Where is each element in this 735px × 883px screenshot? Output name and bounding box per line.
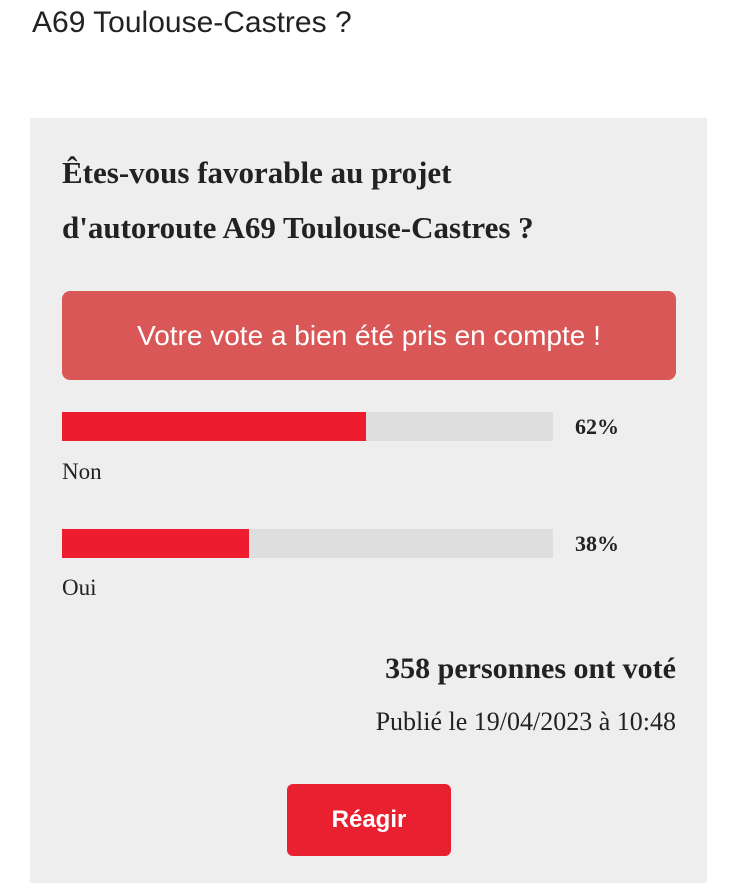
publish-date: Publié le 19/04/2023 à 10:48 — [375, 707, 676, 736]
bar — [62, 412, 367, 441]
react-button[interactable]: Réagir — [287, 784, 451, 856]
poll-question: d'autoroute A69 Toulouse-Castres ? — [62, 210, 534, 245]
option-label: Non — [62, 459, 102, 484]
bar-track — [62, 529, 553, 558]
poll-question: Êtes-vous favorable au projet — [62, 155, 452, 190]
percent-label: 38% — [575, 531, 619, 556]
page-title: A69 Toulouse-Castres ? — [32, 6, 352, 39]
percent-label: 62% — [575, 414, 619, 439]
bar-track — [62, 412, 553, 441]
voter-count: 358 personnes ont voté — [385, 652, 676, 685]
poll-card — [30, 118, 707, 883]
confirmation-banner: Votre vote a bien été pris en compte ! — [62, 291, 676, 380]
option-label: Oui — [62, 575, 97, 600]
bar — [62, 529, 249, 558]
